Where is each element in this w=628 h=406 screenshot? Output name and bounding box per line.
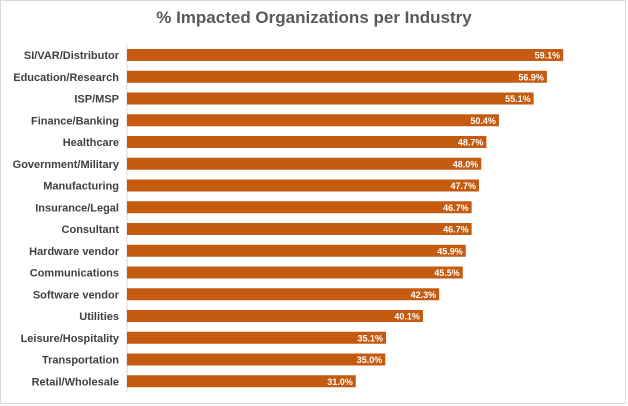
bar	[127, 331, 387, 344]
value-label: 46.7%	[443, 203, 469, 213]
value-label: 31.0%	[327, 377, 353, 387]
bar	[127, 244, 466, 257]
bar	[127, 288, 440, 301]
category-label: Manufacturing	[43, 181, 119, 193]
category-label: ISP/MSP	[74, 94, 119, 106]
value-label: 55.1%	[505, 94, 531, 104]
bar	[127, 114, 499, 127]
value-label: 45.9%	[437, 246, 463, 256]
category-label: Communications	[30, 268, 119, 280]
value-label: 42.3%	[411, 290, 437, 300]
value-label: 35.1%	[358, 333, 384, 343]
value-label: 40.1%	[394, 312, 420, 322]
value-label: 48.7%	[458, 138, 484, 148]
value-label: 35.0%	[357, 355, 383, 365]
value-label: 56.9%	[518, 72, 544, 82]
bar	[127, 310, 423, 322]
bar	[127, 353, 386, 366]
bar	[127, 201, 472, 214]
category-label: SI/VAR/Distributor	[24, 50, 120, 62]
category-label: Hardware vendor	[29, 246, 120, 258]
bar	[127, 179, 480, 192]
bar	[127, 49, 564, 61]
bar	[127, 223, 472, 235]
category-label: Consultant	[62, 224, 120, 236]
category-label: Government/Military	[13, 159, 120, 171]
category-label: Transportation	[42, 355, 119, 367]
bar	[127, 70, 547, 83]
value-label: 46.7%	[443, 225, 469, 235]
value-label: 47.7%	[450, 181, 476, 191]
bar	[127, 92, 534, 105]
bar	[127, 266, 463, 279]
chart-title: % Impacted Organizations per Industry	[156, 8, 472, 27]
category-label: Retail/Wholesale	[32, 376, 119, 388]
category-label: Education/Research	[13, 72, 119, 84]
value-label: 59.1%	[535, 51, 561, 61]
category-label: Software vendor	[33, 289, 120, 301]
category-label: Healthcare	[63, 137, 119, 149]
bar	[127, 157, 482, 170]
category-label: Utilities	[79, 311, 119, 323]
category-label: Leisure/Hospitality	[21, 333, 120, 345]
category-label: Finance/Banking	[31, 115, 119, 127]
bar	[127, 375, 356, 388]
category-label: Insurance/Legal	[35, 202, 119, 214]
value-label: 48.0%	[453, 159, 479, 169]
bar	[127, 136, 487, 148]
value-label: 50.4%	[470, 116, 496, 126]
value-label: 45.5%	[434, 268, 460, 278]
